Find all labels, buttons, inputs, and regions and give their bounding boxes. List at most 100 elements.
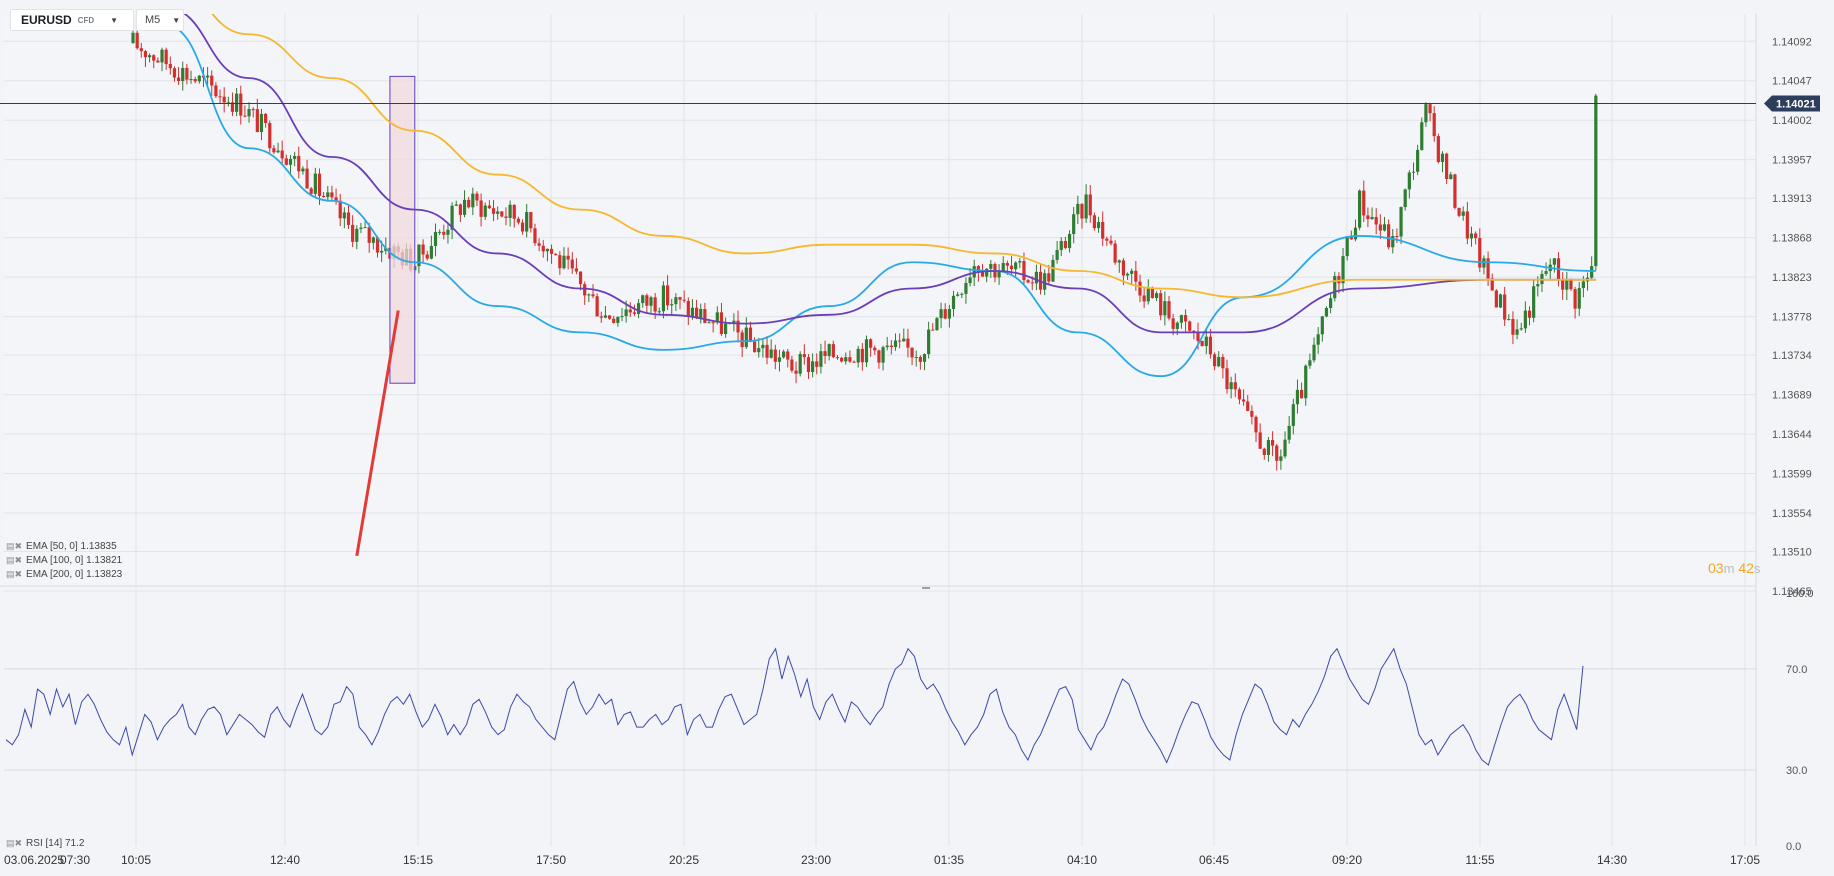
time-tick-label: 17:05 — [1730, 853, 1760, 867]
candle-body — [678, 297, 682, 300]
candle — [935, 316, 939, 331]
candle — [1047, 264, 1051, 285]
candle-body — [1154, 293, 1159, 299]
time-tick-label: 20:25 — [669, 853, 699, 867]
candle — [206, 67, 210, 85]
candle-body — [1084, 194, 1088, 219]
candle — [359, 222, 363, 233]
candle — [914, 350, 918, 367]
candle — [1063, 236, 1067, 250]
candle-body — [218, 96, 222, 98]
candle-body — [1121, 260, 1126, 276]
candle — [1465, 202, 1469, 245]
timeframe-selector[interactable]: M5 ▼ — [136, 9, 184, 31]
indicator-settings-icon[interactable]: ▤✖ — [6, 541, 23, 551]
candle — [471, 187, 475, 216]
candle — [612, 315, 616, 324]
candle — [736, 310, 740, 343]
candle — [1262, 447, 1266, 460]
candle — [748, 321, 753, 343]
time-tick-label: 06:45 — [1199, 853, 1229, 867]
candle — [1250, 405, 1254, 425]
candle-body — [446, 229, 450, 235]
candle-body — [823, 351, 827, 357]
candle-body — [927, 329, 931, 355]
candle-body — [877, 350, 881, 363]
candle — [840, 356, 844, 363]
candle — [1279, 449, 1283, 470]
candle — [181, 61, 185, 91]
candle — [1142, 286, 1146, 309]
candle — [1503, 286, 1507, 326]
candle-body — [711, 322, 715, 324]
candle-body — [135, 32, 139, 49]
indicator-settings-icon[interactable]: ▤✖ — [6, 569, 23, 579]
candle — [1453, 173, 1457, 210]
indicator-settings-icon[interactable]: ▤✖ — [6, 838, 23, 848]
candle-body — [255, 109, 259, 132]
candle — [1382, 216, 1387, 232]
candle — [1295, 379, 1300, 414]
candle-body — [790, 359, 794, 371]
symbol-selector[interactable]: EURUSD CFD ▼ — [10, 9, 134, 31]
candle-body — [189, 79, 193, 81]
price-tick-label: 1.14047 — [1772, 76, 1812, 88]
candle-body — [827, 344, 831, 357]
candle-body — [898, 340, 902, 342]
candle — [603, 306, 608, 319]
candle — [1183, 309, 1188, 332]
candle-body — [1486, 258, 1490, 279]
candle-body — [537, 243, 541, 246]
candle — [1594, 93, 1598, 271]
candle-body — [591, 294, 595, 297]
candle-body — [1428, 104, 1432, 114]
candle-body — [268, 123, 272, 149]
candle — [811, 353, 815, 378]
candle-body — [1047, 273, 1051, 282]
candle — [558, 251, 562, 275]
candle-body — [346, 212, 351, 225]
candle-body — [889, 345, 893, 348]
candle — [1059, 237, 1063, 257]
candle-body — [1291, 404, 1295, 426]
candle-body — [840, 357, 844, 362]
legend-ema50[interactable]: ▤✖ EMA [50, 0] 1.13835 — [6, 541, 117, 552]
candle-body — [690, 307, 695, 316]
indicator-settings-icon[interactable]: ▤✖ — [6, 555, 23, 565]
candle-body — [1163, 301, 1167, 316]
candle-body — [330, 192, 334, 198]
price-tick-label: 1.13868 — [1772, 233, 1812, 245]
candle — [1088, 185, 1092, 223]
candle — [976, 265, 980, 282]
legend-ema200[interactable]: ▤✖ EMA [200, 0] 1.13823 — [6, 569, 122, 580]
candle — [1349, 230, 1353, 240]
time-tick-label: 17:50 — [536, 853, 566, 867]
candle — [500, 211, 504, 218]
symbol-name: EURUSD — [21, 13, 72, 27]
candle — [545, 248, 550, 262]
candle — [330, 185, 334, 202]
candle-body — [782, 351, 786, 358]
legend-rsi[interactable]: ▤✖ RSI [14] 71.2 — [6, 838, 84, 849]
candle — [1200, 340, 1204, 347]
legend-ema100[interactable]: ▤✖ EMA [100, 0] 1.13821 — [6, 555, 122, 566]
candle-body — [541, 245, 545, 252]
candle — [1241, 389, 1246, 406]
candle-body — [761, 344, 765, 349]
candle — [491, 200, 496, 222]
candle-body — [1465, 211, 1469, 239]
candle — [1034, 264, 1038, 291]
candle — [139, 42, 143, 58]
countdown-minutes-unit: m — [1723, 561, 1735, 576]
candle — [699, 303, 703, 324]
candle-body — [980, 272, 985, 277]
candle — [852, 360, 856, 363]
candle — [421, 239, 425, 264]
candle — [375, 235, 380, 258]
candle-body — [1096, 222, 1101, 229]
candle-body — [1411, 171, 1416, 173]
rsi-tick-label: 30.0 — [1786, 765, 1807, 777]
candle-body — [583, 284, 587, 296]
candle — [483, 202, 487, 220]
